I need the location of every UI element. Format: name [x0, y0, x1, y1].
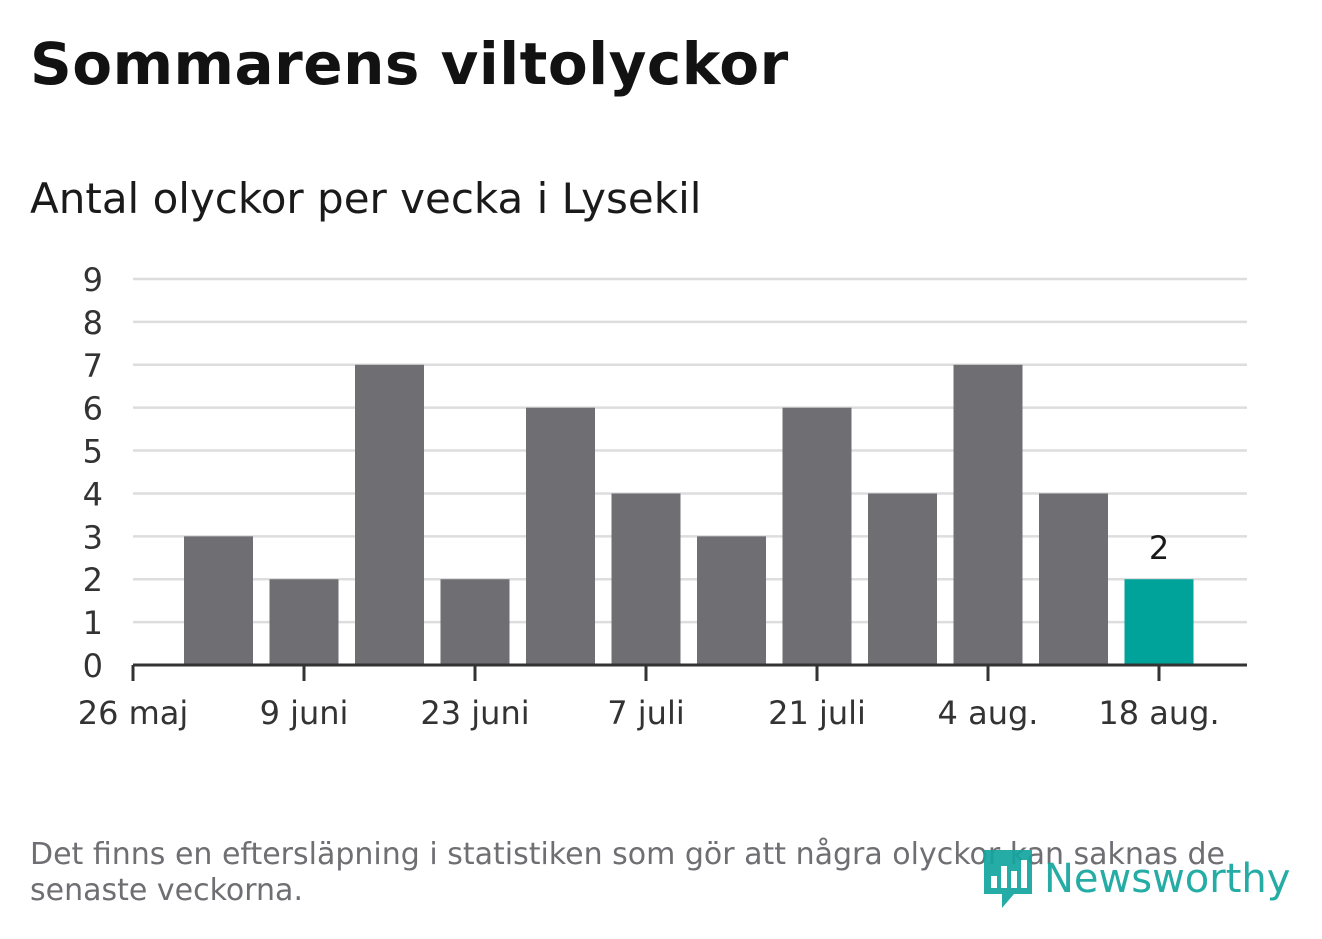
bar — [782, 407, 852, 665]
y-tick-label: 0 — [83, 647, 103, 685]
bar — [953, 364, 1023, 665]
y-tick-label: 2 — [83, 561, 103, 599]
x-tick-label: 4 aug. — [938, 694, 1039, 732]
bar — [269, 579, 339, 665]
bar — [611, 493, 681, 665]
y-tick-label: 8 — [83, 304, 103, 342]
logo-text: Newsworthy — [1044, 856, 1291, 902]
y-tick-label: 3 — [83, 518, 103, 556]
x-tick-label: 21 juli — [768, 694, 866, 732]
newsworthy-logo: Newsworthy — [980, 846, 1290, 912]
chart-subtitle: Antal olyckor per vecka i Lysekil — [30, 174, 702, 223]
data-label: 2 — [1149, 529, 1169, 567]
y-tick-label: 1 — [83, 604, 103, 642]
bar-chart-pin-icon — [984, 850, 1032, 908]
bar — [355, 364, 424, 665]
y-tick-label: 6 — [83, 390, 103, 428]
bar — [1039, 493, 1108, 665]
y-tick-label: 5 — [83, 433, 103, 471]
bar — [697, 536, 766, 665]
bar — [440, 579, 510, 665]
x-tick-label: 9 juni — [260, 694, 349, 732]
y-tick-label: 7 — [83, 347, 103, 385]
chart-title: Sommarens viltolyckor — [30, 30, 789, 98]
y-tick-label: 4 — [83, 475, 103, 513]
y-tick-label: 9 — [83, 261, 103, 299]
bar — [526, 407, 595, 665]
bar — [1124, 579, 1194, 665]
x-tick-label: 26 maj — [78, 694, 189, 732]
bar — [184, 536, 253, 665]
bar — [868, 493, 937, 665]
x-tick-label: 7 juli — [607, 694, 684, 732]
x-tick-label: 23 juni — [420, 694, 529, 732]
x-tick-label: 18 aug. — [1098, 694, 1219, 732]
